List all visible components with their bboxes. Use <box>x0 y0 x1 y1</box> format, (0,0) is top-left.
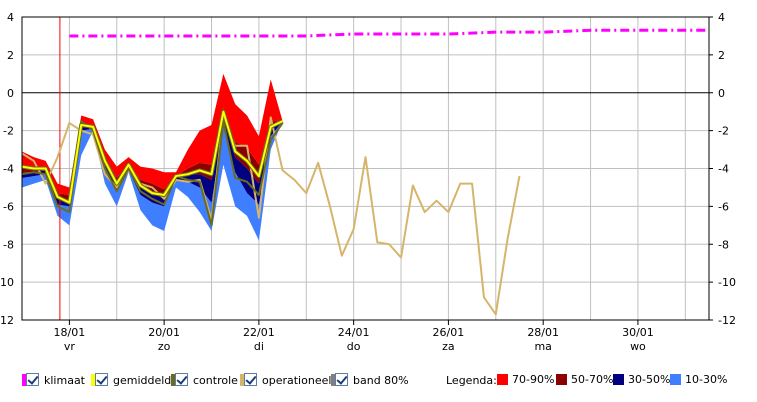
controle-swatch <box>171 374 176 386</box>
band-legend-label: 10-30% <box>685 373 728 386</box>
x-tick-day-label: ma <box>534 340 551 353</box>
legend-label-controle: controle <box>193 373 238 387</box>
band-legend-30-50: 30-50% <box>613 373 670 386</box>
plot-grid <box>21 16 709 321</box>
legend-toggle-band[interactable]: band 80% <box>331 373 409 387</box>
legend-label-operationeel: operationeel <box>262 373 332 387</box>
y-tick-label-right: 0 <box>718 87 725 100</box>
y-tick-label-right: 2 <box>718 49 725 62</box>
legend-label-klimaat: klimaat <box>44 373 85 387</box>
operationeel-checkbox-icon[interactable] <box>240 373 258 387</box>
x-tick-day-label: zo <box>158 340 171 353</box>
y-tick-label-right: 4 <box>718 11 725 24</box>
band-checkbox-icon[interactable] <box>331 373 349 387</box>
y-tick-label-left: -4 <box>3 163 14 176</box>
operationeel-swatch <box>240 374 245 386</box>
y-tick-label-right: -2 <box>718 125 729 138</box>
y-tick-label-left: -10 <box>0 276 14 289</box>
legend-bar: klimaat gemiddeld controle operationeel … <box>0 366 757 394</box>
y-tick-label-right: -6 <box>718 200 729 213</box>
y-tick-label-left: 0 <box>7 87 14 100</box>
band-legend-label: 50-70% <box>571 373 614 386</box>
x-tick-date-label: 30/01 <box>622 326 654 339</box>
band-legend-label: 70-90% <box>512 373 555 386</box>
y-tick-label-left: 4 <box>7 11 14 24</box>
y-tick-label-right: -12 <box>718 314 736 327</box>
x-tick-date-label: 28/01 <box>527 326 559 339</box>
x-tick-day-label: di <box>254 340 264 353</box>
legend-label-band: band 80% <box>353 373 409 387</box>
band-legend-70-90: 70-90% <box>497 373 554 386</box>
controle-checkbox-icon[interactable] <box>171 373 189 387</box>
y-tick-label-left: 2 <box>7 49 14 62</box>
bands-legend-title: Legenda: <box>446 374 497 387</box>
plot-axes: 4 4 2 2 0 0 -2 -2 -4 -4 -6 -6 -8 -8 -10 -10 -12 -12 18/01v… <box>0 11 736 353</box>
series-controle <box>21 120 284 227</box>
series-lines <box>21 17 709 320</box>
x-tick-date-label: 20/01 <box>148 326 180 339</box>
band-70-90 <box>22 73 283 196</box>
y-tick-label-left: -12 <box>0 314 14 327</box>
legend-label-gemiddeld: gemiddeld <box>113 373 172 387</box>
x-tick-day-label: do <box>347 340 361 353</box>
x-tick-day-label: za <box>442 340 455 353</box>
band-swatch <box>331 374 336 386</box>
y-tick-label-left: -2 <box>3 125 14 138</box>
klimaat-swatch <box>22 374 27 386</box>
band-legend-50-70: 50-70% <box>556 373 613 386</box>
x-tick-date-label: 18/01 <box>54 326 86 339</box>
band-10-30-swatch <box>670 374 681 385</box>
series-gemiddeld <box>21 110 284 204</box>
gemiddeld-checkbox-icon[interactable] <box>91 373 109 387</box>
legend-toggle-klimaat[interactable]: klimaat <box>22 373 85 387</box>
x-tick-date-label: 22/01 <box>243 326 275 339</box>
x-tick-day-label: wo <box>630 340 646 353</box>
series-klimaat <box>69 28 709 38</box>
x-tick-date-label: 24/01 <box>338 326 370 339</box>
y-tick-label-left: -6 <box>3 200 14 213</box>
band-legend-label: 30-50% <box>628 373 671 386</box>
band-30-50-swatch <box>613 374 624 385</box>
band-70-90-swatch <box>497 374 508 385</box>
legend-toggle-controle[interactable]: controle <box>171 373 238 387</box>
band-50-70-swatch <box>556 374 567 385</box>
gemiddeld-swatch <box>91 374 96 386</box>
x-tick-date-label: 26/01 <box>433 326 465 339</box>
legend-toggle-gemiddeld[interactable]: gemiddeld <box>91 373 171 387</box>
y-tick-label-right: -4 <box>718 163 729 176</box>
y-tick-label-right: -8 <box>718 238 729 251</box>
series-operationeel <box>21 116 521 316</box>
y-tick-label-left: -8 <box>3 238 14 251</box>
legend-toggle-operationeel[interactable]: operationeel <box>240 373 331 387</box>
ensemble-forecast-chart: 4 4 2 2 0 0 -2 -2 -4 -4 -6 -6 -8 -8 -10 -10 -12 -12 18/01v… <box>0 11 736 353</box>
x-tick-day-label: vr <box>64 340 76 353</box>
band-legend-10-30: 10-30% <box>670 373 727 386</box>
klimaat-checkbox-icon[interactable] <box>22 373 40 387</box>
y-tick-label-right: -10 <box>718 276 736 289</box>
